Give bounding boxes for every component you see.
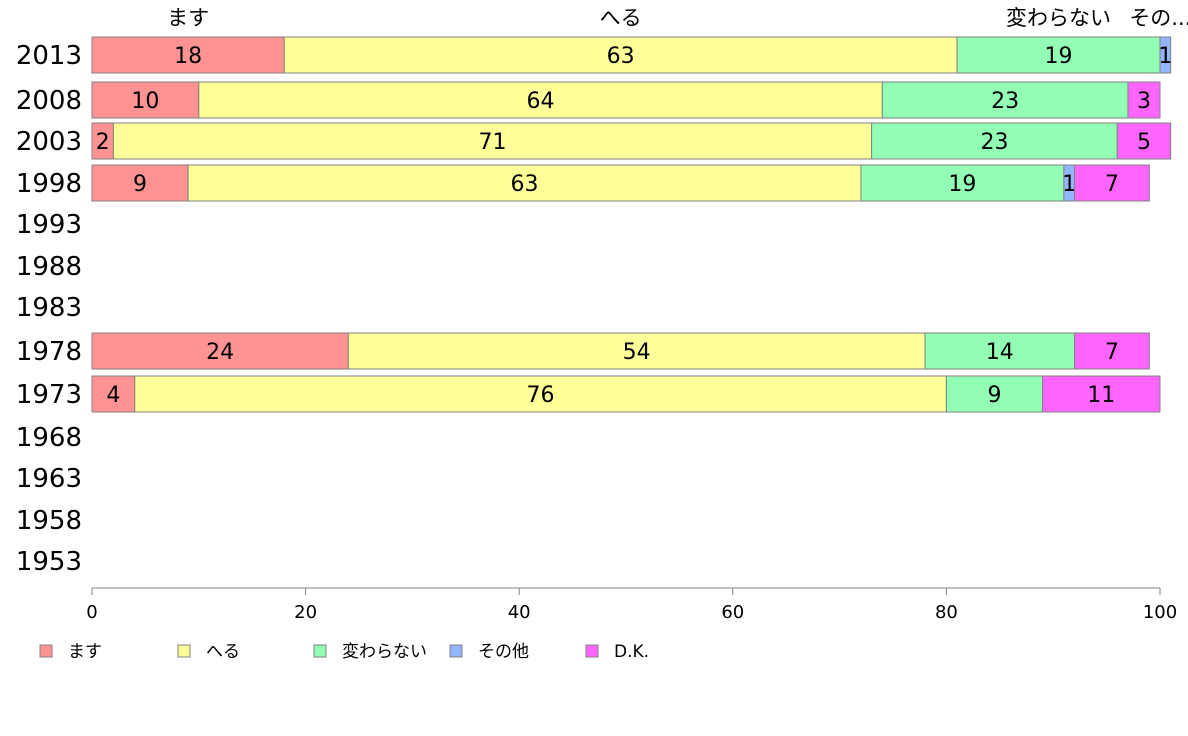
category-label-1998: 1998 <box>16 169 82 199</box>
legend-swatch-1 <box>177 644 191 658</box>
data-label-2013-series-2: 19 <box>1045 44 1073 69</box>
data-label-2003-series-0: 2 <box>96 130 110 155</box>
data-label-1998-series-3: 1 <box>1062 172 1076 197</box>
x-tick-label-100: 100 <box>1143 602 1177 623</box>
top-label-3: その... <box>1129 6 1188 30</box>
bar-1998-series-1 <box>187 164 862 202</box>
top-label-2: 変わらない <box>1006 6 1111 30</box>
bar-1978-series-2 <box>924 332 1076 370</box>
category-label-1953: 1953 <box>16 547 82 577</box>
data-label-1973-series-2: 9 <box>987 383 1001 408</box>
bar-1978-series-4 <box>1074 332 1150 370</box>
legend-label-3: その他 <box>478 642 529 662</box>
bar-1978-series-0 <box>91 332 349 370</box>
bar-2008-series-4 <box>1127 81 1161 119</box>
bar-2008-series-1 <box>198 81 883 119</box>
bar-2013-series-2 <box>956 36 1161 74</box>
data-label-2008-series-0: 10 <box>131 89 159 114</box>
bar-2003-series-1 <box>112 122 873 160</box>
x-tick-label-0: 0 <box>86 602 97 623</box>
data-label-2013-series-3: 1 <box>1158 44 1172 69</box>
data-label-1998-series-2: 19 <box>948 172 976 197</box>
data-label-2008-series-2: 23 <box>991 89 1019 114</box>
data-label-1978-series-1: 54 <box>623 340 651 365</box>
data-label-2013-series-1: 63 <box>607 44 635 69</box>
data-label-1998-series-4: 7 <box>1105 172 1119 197</box>
category-label-1993: 1993 <box>16 210 82 240</box>
data-label-2013-series-0: 18 <box>174 44 202 69</box>
data-label-2008-series-1: 64 <box>527 89 555 114</box>
bar-2013-series-0 <box>91 36 285 74</box>
bar-2008-series-2 <box>881 81 1129 119</box>
legend-label-4: D.K. <box>614 642 649 662</box>
category-label-1958: 1958 <box>16 506 82 536</box>
category-label-1968: 1968 <box>16 423 82 453</box>
bar-2013-series-3 <box>1159 36 1172 74</box>
bar-2003-series-2 <box>871 122 1118 160</box>
data-label-2003-series-1: 71 <box>479 130 507 155</box>
data-label-1973-series-4: 11 <box>1087 383 1115 408</box>
category-label-1963: 1963 <box>16 464 82 494</box>
category-label-2013: 2013 <box>16 41 82 71</box>
category-label-1988: 1988 <box>16 252 82 282</box>
data-label-1978-series-2: 14 <box>986 340 1014 365</box>
data-label-2008-series-4: 3 <box>1137 89 1151 114</box>
legend-swatch-3 <box>449 644 463 658</box>
legend-label-2: 変わらない <box>342 642 427 662</box>
bar-2013-series-1 <box>283 36 958 74</box>
x-tick-label-60: 60 <box>721 602 744 623</box>
category-label-1973: 1973 <box>16 380 82 410</box>
bar-2003-series-4 <box>1116 122 1172 160</box>
x-tick-label-20: 20 <box>294 602 317 623</box>
legend-swatch-4 <box>585 644 599 658</box>
data-label-2003-series-4: 5 <box>1137 130 1151 155</box>
bar-1998-series-4 <box>1074 164 1150 202</box>
data-label-1978-series-4: 7 <box>1105 340 1119 365</box>
top-label-0: ます <box>167 6 209 30</box>
x-tick-label-40: 40 <box>508 602 531 623</box>
data-label-1998-series-1: 63 <box>511 172 539 197</box>
data-label-1973-series-0: 4 <box>106 383 120 408</box>
bar-1973-series-4 <box>1042 375 1161 413</box>
legend-label-1: へる <box>206 642 240 662</box>
category-label-2008: 2008 <box>16 86 82 116</box>
bar-1998-series-0 <box>91 164 189 202</box>
category-label-1983: 1983 <box>16 293 82 323</box>
data-label-1973-series-1: 76 <box>527 383 555 408</box>
data-label-1998-series-0: 9 <box>133 172 147 197</box>
bar-1978-series-1 <box>347 332 926 370</box>
bar-1973-series-1 <box>134 375 947 413</box>
category-label-2003: 2003 <box>16 127 82 157</box>
bar-1973-series-0 <box>91 375 136 413</box>
top-label-1: へる <box>600 6 642 30</box>
legend-label-0: ます <box>68 642 102 662</box>
legend-swatch-2 <box>313 644 327 658</box>
x-tick-label-80: 80 <box>935 602 958 623</box>
data-label-2003-series-2: 23 <box>980 130 1008 155</box>
category-label-1978: 1978 <box>16 337 82 367</box>
data-label-1978-series-0: 24 <box>206 340 234 365</box>
legend-swatch-0 <box>39 644 53 658</box>
